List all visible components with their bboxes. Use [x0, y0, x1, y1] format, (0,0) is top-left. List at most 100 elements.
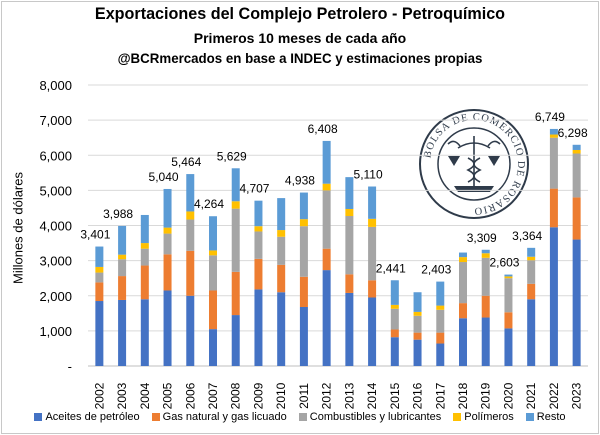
legend-label: Aceites de petróleo — [45, 411, 140, 423]
bar-segment — [322, 248, 331, 271]
bar-segment — [504, 328, 513, 366]
bar-segment — [277, 236, 286, 265]
bar-segment — [95, 301, 104, 366]
bar-segment — [572, 197, 581, 240]
bar-segment — [527, 299, 536, 366]
total-data-label: 4,264 — [194, 197, 224, 211]
legend-label: Combustibles y lubricantes — [309, 411, 442, 423]
bar-segment — [163, 254, 172, 291]
y-tick-label: 3,000 — [39, 254, 72, 269]
bar-segment — [231, 315, 240, 366]
bar-segment — [572, 149, 581, 154]
bar-segment — [231, 201, 240, 209]
x-tick-label: 2022 — [547, 382, 561, 409]
x-tick-label: 2017 — [433, 382, 447, 409]
bar-segment — [254, 258, 263, 290]
bar-segment — [118, 259, 127, 277]
bar-segment — [527, 256, 536, 261]
total-data-label: 3,401 — [80, 228, 110, 242]
bar-segment — [390, 304, 399, 309]
bar-segment — [322, 183, 331, 191]
bar-segment — [322, 190, 331, 249]
legend-swatch — [525, 413, 534, 421]
bar-segment — [368, 186, 377, 219]
bar-segment — [345, 177, 354, 209]
bar-segment — [140, 265, 149, 300]
bar-segment — [504, 274, 513, 277]
bar-segment — [481, 257, 490, 296]
bar-segment — [186, 295, 195, 366]
x-tick-label: 2015 — [388, 382, 402, 409]
legend-swatch — [34, 413, 43, 421]
x-tick-label: 2011 — [297, 383, 311, 409]
bar-segment — [95, 272, 104, 283]
bar-segment — [368, 297, 377, 366]
total-data-label: 2,603 — [489, 256, 519, 270]
chart-title: Exportaciones del Complejo Petrolero - P… — [94, 4, 506, 23]
total-data-label: 3,364 — [512, 229, 542, 243]
x-tick-label: 2019 — [479, 382, 493, 409]
bar-segment — [504, 312, 513, 329]
bar-segment — [209, 250, 217, 256]
bar-segment — [413, 315, 422, 333]
y-tick-label: 2,000 — [39, 289, 72, 304]
total-data-label: 3,309 — [467, 231, 497, 245]
total-data-label: 5,110 — [354, 168, 383, 182]
legend-swatch — [151, 413, 160, 421]
x-tick-label: 2003 — [115, 382, 129, 409]
bar-segment — [299, 306, 308, 366]
legend-swatch — [453, 413, 462, 421]
legend-label: Polímeros — [464, 411, 514, 423]
bar-segment — [345, 208, 354, 217]
bar-segment — [368, 280, 377, 298]
bar-segment — [231, 168, 240, 202]
legend-item: Gas natural y gas licuado — [151, 411, 287, 423]
bar-segment — [527, 260, 536, 284]
legend-item: Polímeros — [453, 411, 514, 423]
y-axis-label: Millones de dólares — [10, 171, 26, 285]
bar-segment — [231, 271, 240, 316]
legend-label: Resto — [536, 411, 566, 423]
total-data-label: 3,988 — [103, 207, 133, 221]
bar-segment — [459, 303, 467, 319]
bar-segment — [231, 208, 240, 272]
bar-segment — [368, 226, 377, 281]
total-data-label: 4,938 — [285, 174, 315, 188]
bar-segment — [436, 309, 445, 333]
x-tick-label: 2018 — [456, 382, 470, 409]
x-tick-label: 2012 — [320, 382, 334, 409]
bar-segment — [504, 276, 513, 279]
x-tick-label: 2014 — [365, 382, 379, 409]
legend-item: Combustibles y lubricantes — [298, 411, 442, 423]
bar-segment — [254, 289, 263, 366]
x-tick-label: 2016 — [411, 382, 425, 409]
bar-segment — [390, 308, 399, 330]
bar-segment — [299, 192, 308, 220]
bar-segment — [549, 134, 558, 138]
chart-source: @BCRmercados en base a INDEC y estimacio… — [117, 50, 483, 66]
bar-segment — [209, 255, 217, 291]
bar-segment — [436, 305, 445, 310]
total-data-label: 2,403 — [421, 263, 451, 277]
bar-segment — [118, 254, 127, 260]
x-tick-label: 2020 — [501, 382, 515, 409]
bar-segment — [572, 239, 581, 366]
total-data-label: 6,408 — [308, 122, 338, 136]
total-data-label: 5,464 — [171, 155, 201, 169]
bar-segment — [345, 274, 354, 293]
bar-segment — [345, 292, 354, 366]
bar-segment — [209, 216, 217, 251]
bar-segment — [549, 188, 558, 228]
bar-segment — [413, 292, 422, 312]
bar-segment — [95, 246, 104, 267]
bar-segment — [322, 270, 331, 366]
bar-segment — [186, 174, 195, 212]
bar-segment — [413, 332, 422, 340]
bar-segment — [527, 283, 536, 300]
bar-segment — [299, 226, 308, 277]
bar-segment — [163, 227, 172, 234]
total-data-label: 2,441 — [376, 261, 406, 275]
total-data-label: 6,298 — [558, 126, 588, 140]
bar-segment — [299, 276, 308, 307]
